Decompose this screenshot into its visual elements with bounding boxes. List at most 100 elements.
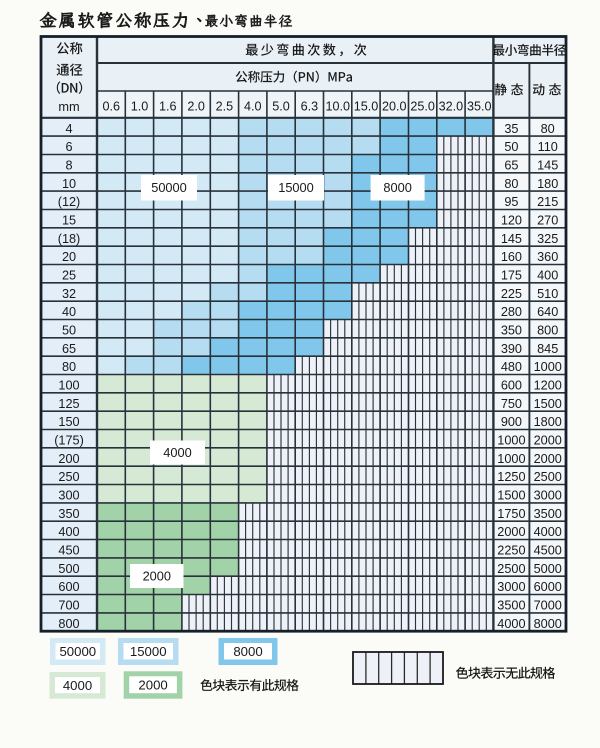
svg-text:95: 95 [504, 195, 518, 209]
svg-text:50000: 50000 [151, 180, 187, 195]
svg-text:(12): (12) [58, 195, 81, 209]
svg-text:1.6: 1.6 [159, 99, 177, 113]
svg-text:32: 32 [62, 287, 76, 301]
svg-text:500: 500 [58, 562, 79, 576]
svg-text:360: 360 [537, 250, 558, 264]
svg-text:175: 175 [501, 269, 522, 283]
svg-text:3500: 3500 [534, 507, 562, 521]
svg-text:1000: 1000 [497, 452, 525, 466]
svg-text:480: 480 [501, 360, 522, 374]
svg-text:5.0: 5.0 [272, 99, 290, 113]
svg-text:(175): (175) [54, 434, 84, 448]
svg-text:mm: mm [58, 99, 79, 114]
svg-text:250: 250 [58, 470, 79, 484]
svg-text:15000: 15000 [278, 180, 314, 195]
svg-text:15000: 15000 [130, 644, 167, 659]
svg-text:280: 280 [501, 305, 522, 319]
svg-text:450: 450 [58, 544, 79, 558]
svg-text:800: 800 [537, 324, 558, 338]
svg-text:2000: 2000 [143, 568, 171, 583]
svg-text:50: 50 [504, 140, 518, 154]
svg-text:350: 350 [58, 507, 79, 521]
svg-text:120: 120 [501, 214, 522, 228]
svg-text:900: 900 [501, 415, 522, 429]
svg-text:4000: 4000 [163, 445, 191, 460]
svg-text:7000: 7000 [534, 599, 562, 613]
svg-text:2000: 2000 [138, 678, 167, 693]
svg-text:25.0: 25.0 [410, 99, 435, 113]
svg-text:3000: 3000 [534, 489, 562, 503]
svg-text:640: 640 [537, 305, 558, 319]
svg-text:125: 125 [58, 397, 79, 411]
svg-text:6: 6 [65, 140, 72, 154]
svg-text:1250: 1250 [497, 470, 525, 484]
svg-text:400: 400 [58, 525, 79, 539]
svg-text:350: 350 [501, 324, 522, 338]
svg-text:2000: 2000 [497, 525, 525, 539]
svg-text:110: 110 [538, 140, 558, 154]
svg-text:2.5: 2.5 [216, 99, 234, 113]
svg-text:600: 600 [58, 580, 79, 594]
svg-text:20.0: 20.0 [382, 99, 407, 113]
svg-text:145: 145 [537, 159, 558, 173]
svg-text:400: 400 [537, 269, 558, 283]
svg-text:215: 215 [537, 195, 558, 209]
svg-text:1500: 1500 [497, 489, 525, 503]
svg-text:20: 20 [62, 250, 76, 264]
svg-text:8: 8 [65, 159, 72, 173]
svg-text:700: 700 [58, 599, 79, 613]
svg-text:4: 4 [65, 122, 72, 136]
svg-text:1500: 1500 [534, 397, 562, 411]
svg-text:2500: 2500 [497, 562, 525, 576]
svg-text:(18): (18) [58, 232, 81, 246]
svg-text:35: 35 [504, 122, 518, 136]
svg-text:10: 10 [62, 177, 76, 191]
svg-text:4000: 4000 [63, 678, 92, 693]
svg-text:3500: 3500 [497, 599, 525, 613]
svg-text:510: 510 [537, 287, 558, 301]
svg-text:160: 160 [501, 250, 522, 264]
svg-text:2250: 2250 [497, 544, 525, 558]
svg-text:8000: 8000 [534, 617, 562, 631]
svg-text:8000: 8000 [383, 180, 411, 195]
svg-text:4.0: 4.0 [244, 99, 262, 113]
svg-text:80: 80 [504, 177, 518, 191]
svg-text:15: 15 [62, 214, 76, 228]
svg-text:1200: 1200 [534, 379, 562, 393]
svg-text:80: 80 [62, 360, 76, 374]
svg-text:200: 200 [58, 452, 79, 466]
svg-text:300: 300 [58, 489, 79, 503]
svg-text:40: 40 [62, 305, 76, 319]
svg-text:2000: 2000 [534, 434, 562, 448]
svg-text:4500: 4500 [534, 544, 562, 558]
svg-text:10.0: 10.0 [325, 99, 350, 113]
svg-text:65: 65 [62, 342, 76, 356]
svg-text:50000: 50000 [59, 644, 96, 659]
svg-text:150: 150 [58, 415, 79, 429]
svg-text:225: 225 [501, 287, 522, 301]
svg-text:845: 845 [537, 342, 558, 356]
svg-text:80: 80 [541, 122, 555, 136]
svg-text:600: 600 [501, 379, 522, 393]
svg-text:750: 750 [501, 397, 522, 411]
svg-text:1750: 1750 [497, 507, 525, 521]
svg-text:5000: 5000 [534, 562, 562, 576]
svg-text:1000: 1000 [534, 360, 562, 374]
svg-text:15.0: 15.0 [354, 99, 379, 113]
svg-text:3000: 3000 [497, 580, 525, 594]
svg-text:800: 800 [58, 617, 79, 631]
svg-text:390: 390 [501, 342, 522, 356]
svg-text:2.0: 2.0 [187, 99, 205, 113]
svg-text:4000: 4000 [534, 525, 562, 539]
svg-text:180: 180 [537, 177, 558, 191]
svg-text:1800: 1800 [534, 415, 562, 429]
svg-text:1.0: 1.0 [131, 99, 149, 113]
svg-text:4000: 4000 [497, 617, 525, 631]
svg-text:8000: 8000 [233, 644, 262, 659]
svg-text:65: 65 [504, 159, 518, 173]
svg-text:32.0: 32.0 [439, 99, 464, 113]
svg-text:6.3: 6.3 [301, 99, 319, 113]
svg-text:1000: 1000 [497, 434, 525, 448]
svg-text:325: 325 [537, 232, 558, 246]
svg-text:270: 270 [537, 214, 558, 228]
